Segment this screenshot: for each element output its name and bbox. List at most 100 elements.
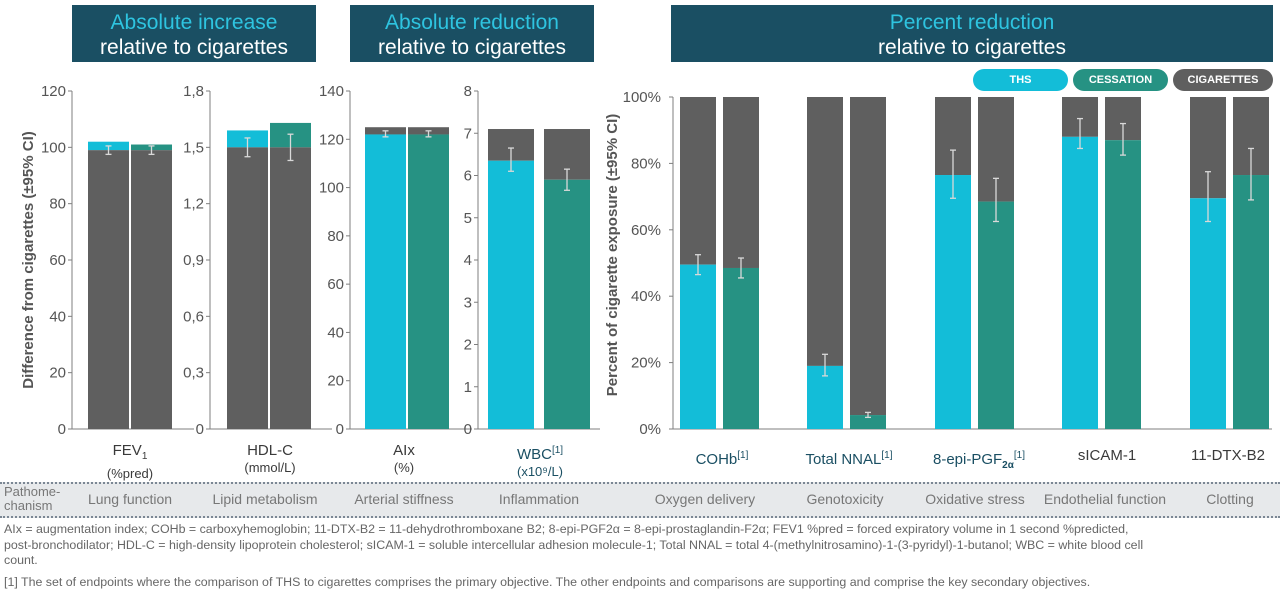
bar-pct-cohb-cessation (723, 267, 759, 429)
error-bar-pct-sicam-1-ths (1077, 117, 1083, 150)
y-tick-label-aix-1: 20 (327, 373, 344, 390)
y-tick-label-wbc-8: 8 (464, 83, 472, 100)
category-fev1-unit: (%pred) (106, 466, 154, 481)
error-bar-pct-total-nnal-cessation (865, 411, 871, 419)
bar-pct-11-dtx-b2-ths (1190, 198, 1226, 429)
bar-pct-11-dtx-b2-cessation (1233, 175, 1269, 429)
bar-wbc-cessation-reduction (544, 179, 590, 429)
category-aix: AIx (%) (354, 442, 454, 476)
y-tick-label-wbc-5: 5 (464, 210, 472, 227)
header-percent-reduction-line2: relative to cigarettes (878, 36, 1066, 59)
y-tick-label-aix-7: 140 (319, 83, 344, 100)
bar-pct-cohb-cessation-remainder (723, 97, 759, 268)
mechanism-lipid-metabolism: Lipid metabolism (212, 491, 318, 507)
y-tick-label-wbc-3: 3 (464, 294, 472, 311)
y-tick-label-hdl-3: 0,9 (183, 252, 204, 269)
y-tick-label-pct-2: 40% (631, 288, 661, 305)
bar-hdl-cessation-baseline (270, 147, 311, 430)
mechanism-genotoxicity: Genotoxicity (806, 491, 884, 507)
footnote-line1: AIx = augmentation index; COHb = carboxy… (4, 522, 1129, 536)
y-tick-label-hdl-0: 0 (196, 421, 204, 438)
y-tick-label-hdl-2: 0,6 (183, 308, 204, 325)
category-nnal: Total NNAL[1] (786, 447, 912, 468)
bar-pct-total-nnal-cessation-remainder (850, 97, 886, 416)
error-bar-pct-11-dtx-b2-cessation (1248, 147, 1254, 201)
bar-pct-8-epi-pgf2--cessation (978, 201, 1014, 429)
y-tick-label-aix-3: 60 (327, 276, 344, 293)
y-tick-label-aix-6: 120 (319, 131, 344, 148)
chart-canvas: 02040608010012000,30,60,91,21,51,8020406… (20, 83, 1272, 438)
y-tick-label-wbc-1: 1 (464, 379, 472, 396)
category-epi-sub: 2α (1002, 460, 1014, 471)
y-tick-label-fev1-2: 40 (49, 308, 66, 325)
bar-pct-8-epi-pgf2--ths (935, 175, 971, 429)
bar-aix-ths-reduction (365, 134, 406, 429)
category-cohb-name: COHb (695, 451, 738, 468)
error-bar-aix-ths (382, 130, 389, 138)
error-bar-pct-total-nnal-ths (822, 353, 828, 377)
category-epi: 8-epi-PGF2α[1] (916, 447, 1042, 474)
header-absolute-reduction: Absolute reduction relative to cigarette… (350, 5, 594, 62)
error-bar-hdl-cessation (287, 133, 294, 162)
y-tick-label-wbc-4: 4 (464, 252, 472, 269)
header-absolute-increase-line1: Absolute increase (110, 11, 278, 34)
mechanism-oxidative-stress: Oxidative stress (925, 491, 1025, 507)
footnote-line2: post-bronchodilator; HDL-C = high-densit… (4, 538, 1144, 552)
category-wbc-name: WBC (516, 446, 552, 463)
error-bar-wbc-ths (508, 147, 514, 172)
category-fev1: FEV1 (%pred) (80, 442, 180, 482)
category-aix-name: AIx (393, 442, 415, 459)
y-tick-label-pct-1: 20% (631, 355, 661, 372)
legend-ths: THS (973, 69, 1068, 91)
y-tick-label-hdl-4: 1,2 (183, 196, 204, 213)
error-bar-pct-sicam-1-cessation (1120, 122, 1126, 156)
category-wbc: WBC[1] (x10⁹/L) (488, 442, 592, 480)
y-tick-label-pct-4: 80% (631, 155, 661, 172)
header-absolute-reduction-line2: relative to cigarettes (378, 36, 566, 59)
y-tick-label-wbc-0: 0 (464, 421, 472, 438)
error-bar-hdl-ths (244, 137, 251, 158)
y-tick-label-aix-0: 0 (336, 421, 344, 438)
category-hdl: HDL-C (mmol/L) (220, 442, 320, 476)
header-absolute-increase: Absolute increase relative to cigarettes (72, 5, 316, 62)
header-percent-reduction-line1: Percent reduction (889, 11, 1055, 34)
y-tick-label-hdl-1: 0,3 (183, 365, 204, 382)
category-dtx: 11-DTX-B2 (1176, 447, 1280, 464)
error-bar-pct-8-epi-pgf2--ths (950, 149, 956, 199)
y-tick-label-aix-4: 80 (327, 228, 344, 245)
legend-cigarettes: CIGARETTES (1173, 69, 1273, 91)
bar-hdl-ths-baseline (227, 147, 268, 430)
y-tick-label-aix-2: 40 (327, 324, 344, 341)
footnote-line3: count. (4, 553, 38, 567)
header-percent-reduction: Percent reduction relative to cigarettes (671, 5, 1273, 62)
pathomechanism-strip (0, 482, 1280, 518)
bar-aix-cessation-reduction (408, 134, 449, 429)
error-bar-pct-8-epi-pgf2--cessation (993, 177, 999, 223)
bar-pct-cohb-ths (680, 264, 716, 429)
legend-cessation: CESSATION (1073, 69, 1168, 91)
y-tick-label-fev1-5: 100 (41, 139, 66, 156)
bar-pct-total-nnal-ths-remainder (807, 97, 843, 366)
category-nnal-sup: [1] (881, 450, 893, 461)
error-bar-fev1-ths (105, 145, 112, 156)
y-tick-label-fev1-0: 0 (58, 421, 66, 438)
y-tick-label-pct-5: 100% (623, 89, 661, 106)
category-hdl-name: HDL-C (247, 442, 293, 459)
category-epi-sup: [1] (1013, 450, 1026, 461)
pathomechanism-header: Pathome-chanism (4, 484, 61, 513)
mechanism-endothelial-function: Endothelial function (1043, 491, 1167, 507)
mechanism-arterial-stiffness: Arterial stiffness (354, 491, 454, 507)
bar-fev1-ths-baseline (88, 150, 129, 429)
y-tick-label-hdl-6: 1,8 (183, 83, 204, 100)
y-tick-label-fev1-3: 60 (49, 252, 66, 269)
mechanism-clotting: Clotting (1206, 491, 1254, 507)
category-fev1-sub: 1 (141, 451, 148, 462)
category-wbc-unit: (x10⁹/L) (516, 464, 564, 479)
category-fev1-name: FEV (112, 442, 142, 459)
category-cohb-sup: [1] (737, 450, 749, 461)
y-tick-label-wbc-7: 7 (464, 125, 472, 142)
mechanism-inflammation: Inflammation (498, 491, 580, 507)
y-tick-label-wbc-6: 6 (464, 168, 472, 185)
error-bar-pct-cohb-ths (695, 254, 701, 276)
y-tick-label-hdl-5: 1,5 (183, 139, 204, 156)
